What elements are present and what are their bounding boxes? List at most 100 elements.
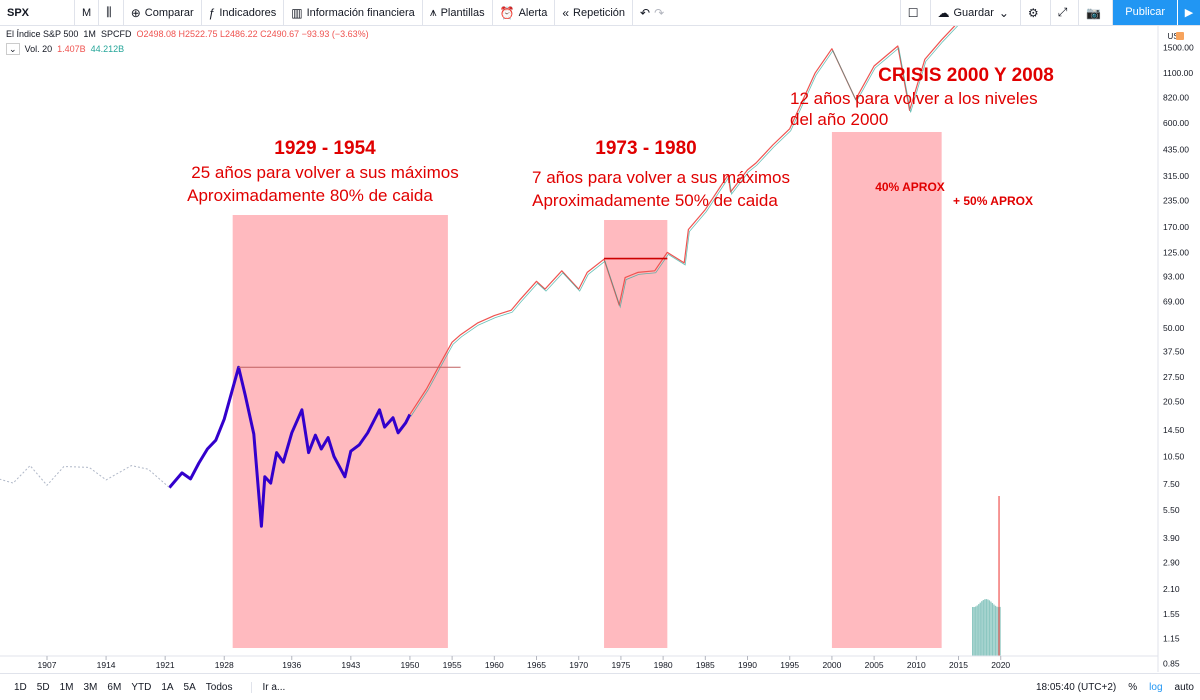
compare-label: Comparar	[144, 6, 194, 19]
camera-icon: 📷	[1086, 5, 1102, 20]
fullscreen-button[interactable]: ⤢	[1051, 0, 1080, 25]
vol-label: Vol. 20	[24, 44, 53, 54]
redo-icon[interactable]: ↷	[654, 5, 665, 20]
x-tick-label: 2005	[865, 660, 884, 670]
highlight-band-2	[604, 220, 668, 648]
save-label: Guardar	[953, 6, 994, 19]
annotation-title-2: 1973 - 1980	[595, 138, 696, 159]
settings-button[interactable]: ⚙	[1021, 0, 1051, 25]
fullscreen-rect-button[interactable]: ☐	[899, 0, 931, 25]
templates-button[interactable]: ⩚ Plantillas	[423, 0, 493, 25]
snapshot-button[interactable]: 📷	[1079, 0, 1114, 25]
legend-ohlc: O2498.08 H2522.75 L2486.22 C2490.67 −93.…	[136, 29, 369, 39]
x-tick-label: 1914	[97, 660, 116, 670]
replay-label: Repetición	[573, 6, 625, 19]
y-tick-label: 27.50	[1163, 372, 1185, 382]
financials-label: Información financiera	[306, 6, 415, 19]
volume-bar	[975, 606, 977, 656]
play-icon: ▶	[1184, 7, 1194, 19]
y-tick-label: 0.85	[1163, 659, 1180, 669]
cloud-icon: ☁	[937, 5, 950, 20]
save-button[interactable]: ☁ Guardar ⌄	[931, 0, 1021, 25]
legend-source: SPCFD	[100, 29, 132, 39]
volume-bar	[976, 605, 978, 656]
range-button-3m[interactable]: 3M	[83, 681, 98, 693]
volume-bar	[978, 604, 980, 656]
y-tick-label: 820.00	[1163, 92, 1189, 102]
chevron-down-icon: ⌄	[998, 5, 1009, 20]
crash-label-2: + 50% APROX	[953, 194, 1033, 208]
x-tick-label: 1955	[443, 660, 462, 670]
bottom-toolbar: 1D 5D 1M 3M 6M YTD 1A 5A Todos Ir a... 18:05:40 …	[0, 673, 1200, 700]
volume-bar	[982, 600, 984, 656]
alert-label: Alerta	[518, 6, 548, 19]
x-tick-label: 1950	[400, 660, 419, 670]
volume-bar	[981, 601, 983, 656]
range-buttons: 1D 5D 1M 3M 6M YTD 1A 5A Todos	[9, 682, 237, 693]
replay-button[interactable]: «Repetición	[555, 0, 633, 25]
series-line-1	[168, 365, 412, 528]
vol-value-b: 44.212B	[90, 44, 125, 54]
play-button[interactable]: ▶	[1177, 0, 1200, 25]
collapse-icon[interactable]: ⌄	[6, 43, 20, 55]
x-tick-label: 1907	[38, 660, 57, 670]
vol-value-a: 1.407B	[57, 44, 86, 54]
publish-button[interactable]: Publicar	[1113, 0, 1177, 25]
gear-icon: ⚙	[1027, 5, 1039, 20]
y-tick-label: 1500.00	[1163, 43, 1194, 53]
time-axis[interactable]: 1907 1914 1921 1928 1936 1943 1950 1955 1960 1965…	[0, 655, 1158, 670]
x-tick-label: 1990	[738, 660, 757, 670]
range-button-1m[interactable]: 1M	[59, 681, 74, 693]
log-toggle[interactable]: log	[1149, 681, 1163, 693]
range-button-todos[interactable]: Todos	[205, 681, 233, 693]
compare-button[interactable]: ⊕ Comparar	[124, 0, 202, 25]
x-tick-label: 1985	[696, 660, 715, 670]
percent-toggle[interactable]: %	[1128, 681, 1138, 693]
volume-bar	[987, 599, 989, 656]
x-tick-label: 1975	[611, 660, 630, 670]
volume-bar	[990, 601, 992, 656]
volume-bar	[994, 605, 997, 656]
volume-bar	[972, 607, 974, 656]
y-tick-label: 69.00	[1163, 296, 1185, 306]
interval-button[interactable]: M	[75, 0, 100, 25]
indicators-button[interactable]: ƒ Indicadores	[202, 0, 285, 25]
y-tick-label: 93.00	[1163, 272, 1185, 282]
y-tick-label: 600.00	[1163, 118, 1189, 128]
volume-bar	[993, 604, 995, 656]
y-tick-label: 2.10	[1163, 584, 1180, 594]
price-series	[0, 26, 959, 528]
series-line-3	[0, 465, 170, 488]
auto-toggle[interactable]: auto	[1174, 681, 1194, 693]
price-chart[interactable]: 1929 - 1954 25 años para volver a sus máx…	[0, 26, 1200, 673]
y-tick-label: 14.50	[1163, 425, 1185, 435]
goto-button[interactable]: Ir a...	[251, 681, 285, 693]
volume-bar	[996, 606, 998, 656]
legend-interval: 1M	[83, 29, 96, 39]
x-tick-label: 1965	[527, 660, 546, 670]
price-axis[interactable]: USD7500.005500.004100.002900.002100.0015…	[1157, 26, 1194, 672]
range-button-6m[interactable]: 6M	[107, 681, 122, 693]
volume-legend: ⌄ Vol. 20 1.407B 44.212B	[6, 43, 125, 55]
range-button-5a[interactable]: 5A	[183, 681, 196, 693]
clock: 18:05:40 (UTC+2)	[1035, 681, 1117, 693]
templates-icon: ⩚	[429, 5, 437, 19]
chart-type-button[interactable]: ⫼	[99, 0, 124, 25]
financials-button[interactable]: ▥ Información financiera	[284, 0, 423, 25]
highlight-band-1	[232, 215, 448, 648]
symbol-search[interactable]: SPX	[0, 0, 75, 25]
range-button-5d[interactable]: 5D	[36, 681, 50, 693]
y-tick-label: 235.00	[1163, 195, 1189, 205]
range-button-1d[interactable]: 1D	[14, 681, 27, 693]
x-tick-label: 1928	[215, 660, 234, 670]
x-tick-label: 1943	[341, 660, 360, 670]
range-button-ytd[interactable]: YTD	[131, 681, 152, 693]
alert-button[interactable]: ⏰ Alerta	[493, 0, 556, 25]
undo-icon[interactable]: ↶	[640, 5, 651, 20]
volume-bar	[979, 602, 981, 656]
function-icon: ƒ	[208, 5, 216, 20]
range-button-1a[interactable]: 1A	[161, 681, 174, 693]
chart-legend: El Índice S&P 500 1M SPCFD O2498.08 H252…	[6, 29, 369, 39]
y-tick-label: 37.50	[1163, 347, 1185, 357]
x-tick-label: 2015	[949, 660, 968, 670]
